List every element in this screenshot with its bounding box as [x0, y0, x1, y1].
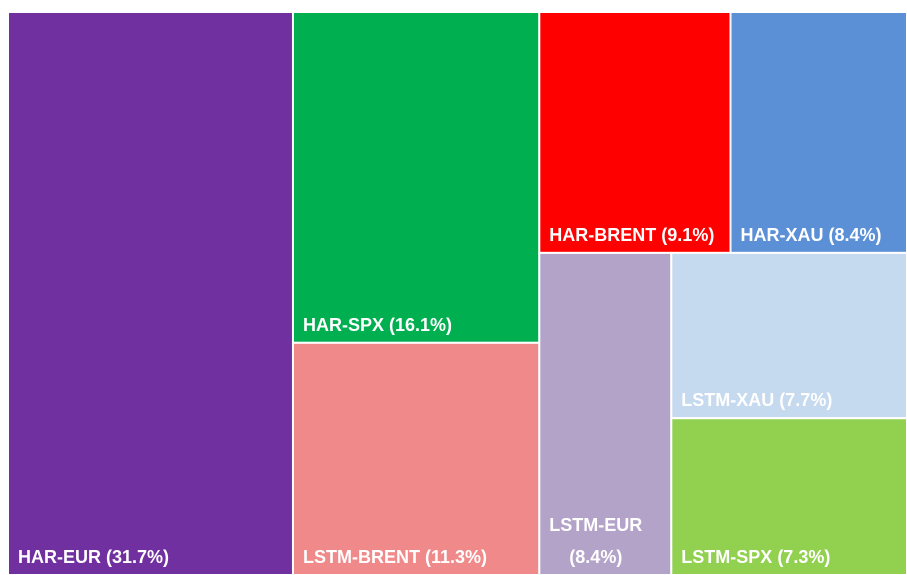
- category-name: LSTM-XAU: [681, 390, 774, 410]
- cell-label: HAR-SPX (16.1%): [303, 315, 452, 335]
- cell-label: HAR-XAU (8.4%): [741, 225, 882, 245]
- category-name: LSTM-SPX: [681, 547, 772, 567]
- value-label: (11.3%): [425, 547, 487, 567]
- value-label: (7.7%): [779, 390, 832, 410]
- cell-label: LSTM-BRENT (11.3%): [303, 547, 487, 567]
- value-label: (16.1%): [389, 315, 452, 335]
- treemap-cell: [729, 11, 907, 254]
- category-name: HAR-BRENT: [549, 225, 656, 245]
- cell-label: LSTM-SPX (7.3%): [681, 547, 830, 567]
- value-label: (8.4%): [569, 547, 622, 567]
- treemap-cell: [7, 11, 294, 575]
- category-name: LSTM-EUR: [549, 515, 642, 535]
- category-name: HAR-EUR: [18, 547, 101, 567]
- cell-label: HAR-EUR (31.7%): [18, 547, 169, 567]
- value-label: (31.7%): [106, 547, 169, 567]
- cell-label: LSTM-EUR (8.4%): [549, 515, 642, 567]
- value-label: (9.1%): [661, 225, 714, 245]
- treemap-cell: [291, 341, 541, 575]
- value-label: (7.3%): [777, 547, 830, 567]
- treemap-cell: [538, 11, 732, 254]
- treemap-cell: [670, 251, 907, 420]
- treemap-cell: [538, 251, 673, 575]
- treemap-cell: [291, 11, 541, 344]
- category-name: HAR-SPX: [303, 315, 384, 335]
- category-name: HAR-XAU: [741, 225, 824, 245]
- treemap-cell: [670, 417, 907, 575]
- value-label: (8.4%): [829, 225, 882, 245]
- category-name: LSTM-BRENT: [303, 547, 420, 567]
- cell-label: LSTM-XAU (7.7%): [681, 390, 832, 410]
- cell-label: HAR-BRENT (9.1%): [549, 225, 714, 245]
